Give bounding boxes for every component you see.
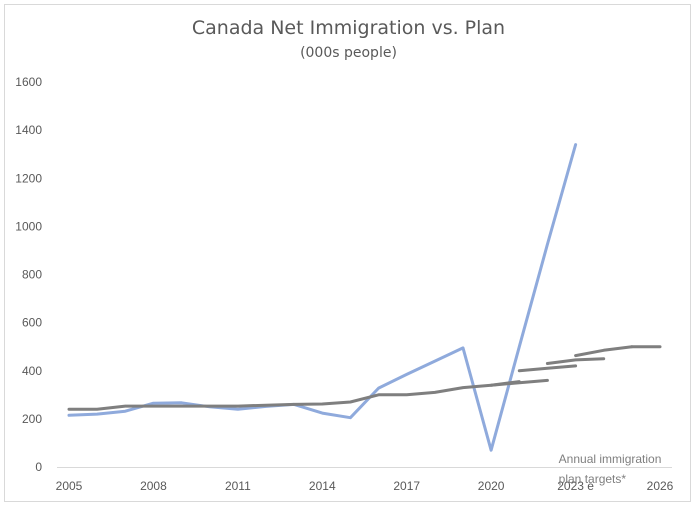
y-tick-label: 200 [22,412,42,426]
annotation-text: plan targets* [559,472,627,486]
series-line-4 [545,357,606,365]
series-line-3 [517,364,578,373]
x-tick-label: 2026 [647,479,674,493]
annotation-layer: Annual immigration plan targets* [559,452,662,486]
x-tick-label: 2005 [56,479,83,493]
y-tick-label: 1600 [15,75,42,89]
x-tick-label: 2017 [393,479,420,493]
y-tick-label: 400 [22,364,42,378]
series-layer [67,143,662,452]
y-tick-label: 1200 [15,171,42,185]
x-tick-label: 2023 e [557,479,594,493]
chart-frame [4,4,691,502]
chart-subtitle: (000s people) [300,45,397,61]
series-line-5 [574,345,634,358]
series-line-2 [489,378,549,387]
series-line-1 [67,380,521,411]
annotation-text: Annual immigration [559,452,662,466]
y-tick-label: 600 [22,316,42,330]
chart-title: Canada Net Immigration vs. Plan [191,17,506,39]
y-tick-label: 800 [22,268,42,282]
x-tick-label: 2020 [478,479,505,493]
y-tick-label: 0 [35,460,42,474]
x-tick-label: 2011 [225,479,251,493]
series-line-0 [67,143,578,452]
y-tick-label: 1400 [15,123,42,137]
x-tick-label: 2008 [140,479,167,493]
x-tick-label: 2014 [309,479,336,493]
axis-layer: 0 200 400 600 800 1000 1200 1400 1600 2005 2008 201… [15,75,673,493]
y-tick-label: 1000 [15,219,42,233]
